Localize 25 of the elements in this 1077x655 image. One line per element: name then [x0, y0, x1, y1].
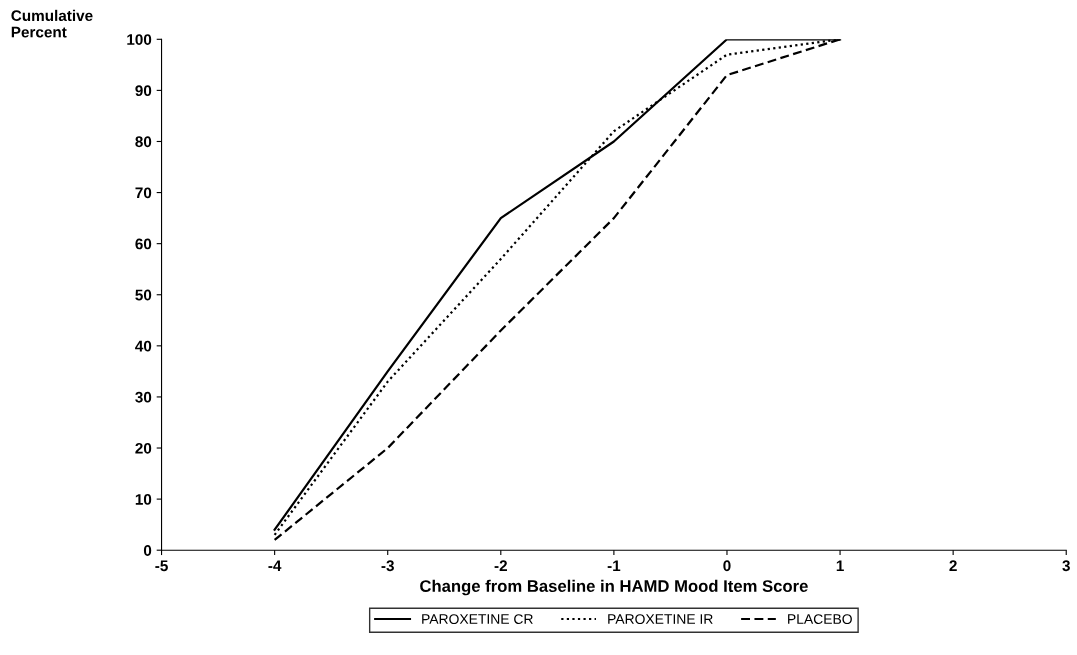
y-tick-label: 40	[135, 340, 152, 352]
y-tick-label: 20	[135, 442, 152, 454]
y-tick-label: 60	[135, 238, 152, 250]
y-tick-label: 80	[135, 136, 152, 148]
y-tick-label: 30	[135, 391, 152, 403]
y-tick-label: 90	[135, 85, 152, 97]
x-tick-label: -3	[381, 560, 394, 572]
x-tick-label: 3	[1062, 560, 1070, 572]
x-tick-label: -1	[607, 560, 621, 571]
y-tick-label: 100	[127, 34, 152, 45]
x-tick-label: -5	[155, 560, 168, 572]
x-tick-label: 2	[949, 560, 957, 571]
legend-label: PLACEBO	[788, 614, 852, 624]
legend-label: PAROXETINE IR	[608, 614, 713, 624]
legend-label: PAROXETINE CR	[422, 614, 533, 624]
x-axis-title: Change from Baseline in HAMD Mood Item Score	[420, 579, 808, 596]
y-tick-label: 50	[135, 289, 152, 301]
y-tick-label: 70	[135, 187, 152, 199]
y-axis-title: Cumulative Percent	[11, 9, 93, 38]
x-tick-label: 0	[723, 560, 731, 572]
y-tick-label: 0	[143, 545, 152, 556]
y-tick-label: 10	[135, 493, 152, 505]
x-tick-label: -4	[268, 560, 282, 571]
x-tick-label: -2	[494, 560, 507, 571]
x-tick-label: 1	[836, 560, 844, 571]
